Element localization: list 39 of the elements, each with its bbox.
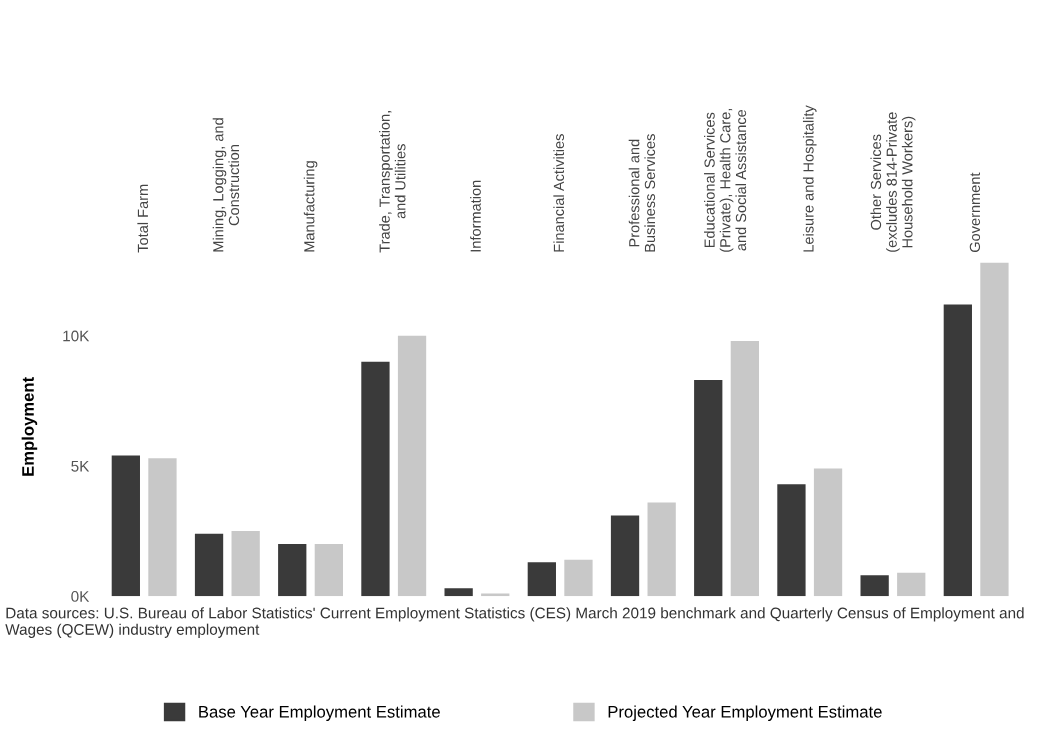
y-tick-label: 5K	[71, 460, 90, 472]
x-tick-label: Total Farm	[137, 184, 149, 253]
bar	[111, 455, 140, 597]
bar	[148, 458, 177, 597]
bar	[231, 531, 260, 597]
bar	[444, 588, 473, 597]
bar	[647, 502, 676, 597]
bar	[694, 380, 723, 597]
y-axis-title: Employment	[21, 377, 38, 476]
x-tick-label: Professional and Business Services	[628, 134, 656, 252]
x-tick-label: Manufacturing	[303, 161, 318, 252]
legend-label: Projected Year Employment Estimate	[608, 705, 882, 721]
bar	[564, 559, 593, 597]
bar	[730, 340, 759, 597]
bar	[980, 262, 1009, 597]
bar	[897, 572, 926, 597]
bar	[527, 562, 556, 597]
x-tick-label: Other Services (excludes 814-Private Household Workers)	[870, 112, 916, 252]
bar	[860, 575, 889, 597]
x-tick-label: Educational Services (Private), Health Care, and Social Assistance	[704, 108, 747, 252]
bar	[361, 361, 390, 597]
legend-label: Base Year Employment Estimate	[199, 705, 440, 721]
y-tick-label: 10K	[63, 330, 90, 342]
bar	[813, 468, 843, 597]
x-tick-label: Mining, Logging, and Construction	[212, 118, 240, 252]
x-tick-label: Leisure and Hospitality	[802, 105, 817, 252]
bar	[278, 544, 307, 597]
bar	[943, 304, 972, 597]
bar	[777, 484, 806, 597]
bar	[314, 544, 343, 597]
x-tick-label: Trade, Transportation, and Utilities	[379, 111, 406, 253]
y-tick-label: 0K	[71, 591, 90, 602]
bar	[610, 515, 640, 597]
text: Data sources: U.S. Bureau of Labor Statistics' Current Employment Statistics (CES) March 2019 benchmark and Quarterly Census of Employment and Wages (QCEW) industry employment	[5, 607, 1024, 638]
x-tick-label: Financial Activities	[553, 134, 565, 252]
x-tick-label: Government	[969, 172, 981, 253]
bar	[397, 335, 427, 597]
bar	[194, 533, 224, 597]
x-tick-label: Information	[470, 180, 481, 252]
